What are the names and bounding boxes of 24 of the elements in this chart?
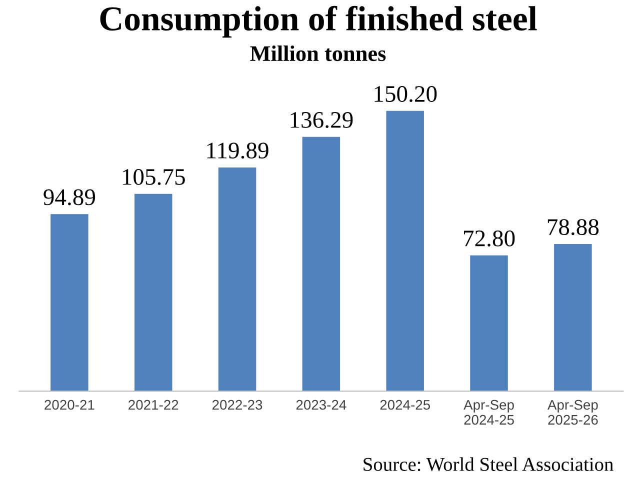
x-tick-label: Apr-Sep 2025-26	[547, 400, 598, 425]
x-tick-label: 2022-23	[212, 400, 262, 410]
x-tick-label: 2023-24	[296, 400, 346, 410]
data-label: 78.88	[548, 219, 599, 236]
bar	[554, 244, 592, 392]
bar	[134, 194, 172, 392]
x-tick-label: 2024-25	[380, 400, 430, 410]
data-label: 105.75	[122, 168, 185, 186]
bar	[386, 110, 424, 392]
source-note: Source: World Steel Association	[364, 457, 614, 472]
data-label: 150.20	[374, 86, 437, 102]
data-label: 72.80	[464, 230, 515, 247]
chart-title: Consumption of finished steel	[100, 6, 537, 38]
data-label: 136.29	[290, 112, 353, 128]
data-label: 94.89	[44, 189, 96, 206]
x-tick-label: Apr-Sep 2024-25	[464, 400, 514, 425]
bar	[218, 167, 256, 392]
bar	[302, 136, 340, 392]
x-tick-label: 2021-22	[128, 400, 178, 410]
bar	[470, 255, 508, 392]
bar	[50, 214, 88, 392]
chart-subtitle: Million tonnes	[250, 45, 386, 62]
x-tick-label: 2020-21	[44, 400, 94, 410]
data-label: 119.89	[207, 142, 268, 159]
